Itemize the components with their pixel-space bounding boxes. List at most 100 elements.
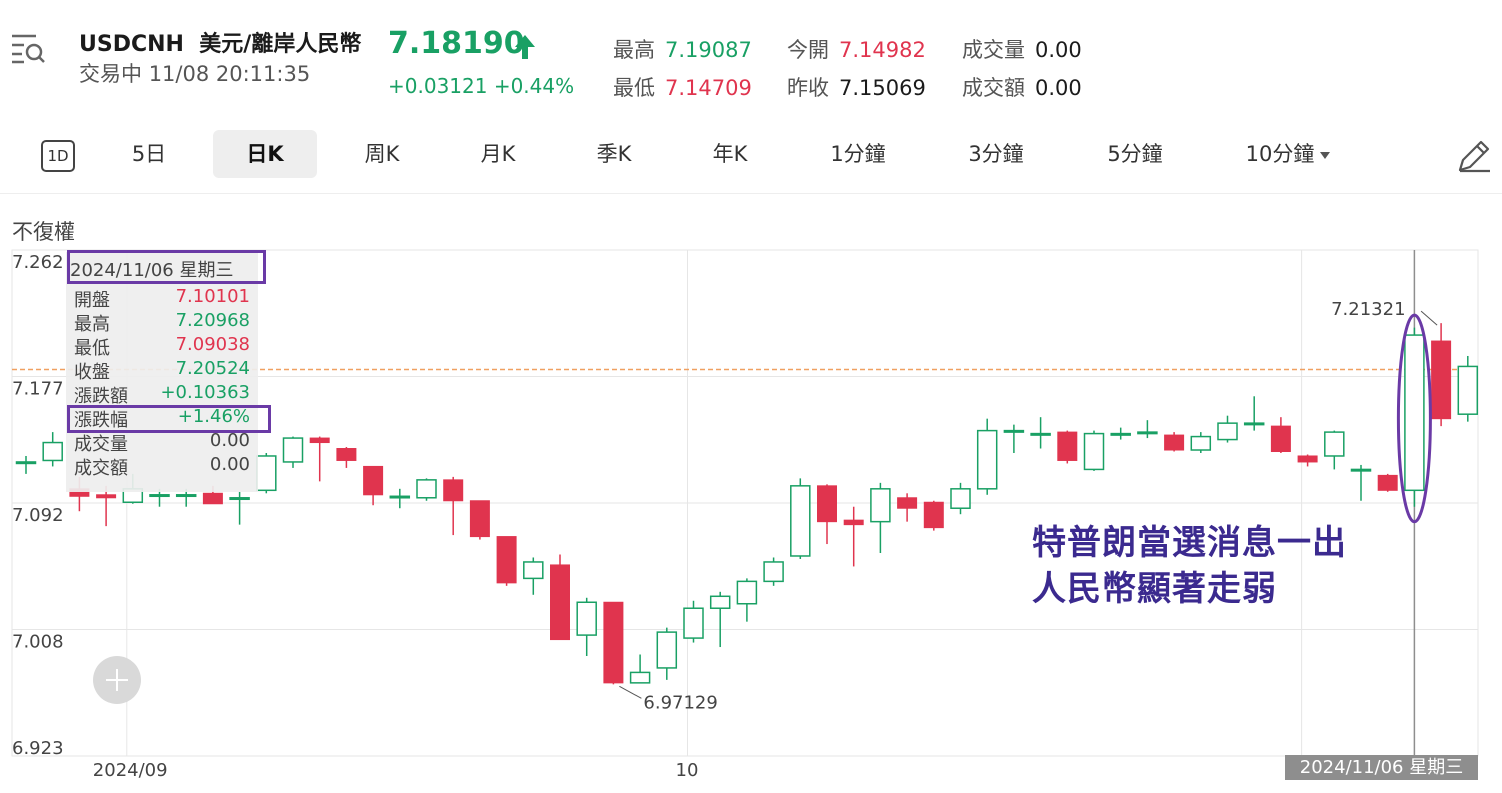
candle-body (1324, 431, 1345, 457)
candle (1137, 420, 1158, 439)
tab-1d[interactable]: 1D (41, 140, 75, 172)
stat-turnover: 成交額 0.00 (962, 72, 1082, 102)
candle (443, 476, 464, 536)
candle (1270, 417, 1291, 453)
candle (469, 500, 490, 540)
candle-body (1404, 334, 1425, 492)
max-marker-line (1420, 310, 1438, 326)
tab-quarterly-k[interactable]: 季K (596, 142, 632, 166)
candle (1057, 430, 1078, 464)
stat-value: 0.00 (1035, 76, 1082, 100)
candle (923, 500, 944, 531)
candle (229, 491, 250, 525)
candle-body (202, 492, 223, 505)
candle-body (1137, 431, 1158, 435)
stat-label: 今開 (787, 38, 829, 62)
arrow-up-icon (515, 35, 535, 59)
candle-body (389, 495, 411, 499)
tooltip-row: 漲跌額 +0.10363 (74, 382, 250, 407)
tooltip-label: 成交量 (74, 434, 128, 455)
tooltip-value: +0.10363 (160, 382, 250, 403)
candle (15, 455, 37, 474)
candle-body (1243, 422, 1265, 426)
tab-3min[interactable]: 3分鐘 (968, 142, 1024, 166)
candle-body (1297, 455, 1318, 463)
change-pct: +0.44% (493, 74, 575, 98)
candle-body (603, 601, 624, 684)
candle-body (96, 494, 117, 499)
candle (683, 600, 704, 643)
tab-10min-label: 10分鐘 (1245, 142, 1315, 166)
candle (1377, 473, 1398, 492)
candle-body (15, 461, 37, 465)
candle (1110, 427, 1131, 440)
y-tick-label: 7.262 (12, 252, 64, 273)
tab-monthly-k[interactable]: 月K (480, 142, 516, 166)
candle-body (1190, 435, 1212, 451)
highlight-ellipse (1396, 313, 1432, 524)
candle (1297, 454, 1318, 467)
tooltip-label: 漲跌額 (74, 386, 128, 407)
stat-label: 最低 (613, 76, 655, 100)
candle (1350, 464, 1372, 501)
tooltip-row: 收盤 7.20524 (74, 358, 250, 383)
annotation-line-1: 特普朗當選消息一出 (1032, 523, 1347, 563)
candle-body (1217, 422, 1238, 441)
tab-10min-dropdown[interactable]: 10分鐘 (1230, 130, 1346, 178)
candle-body (1030, 432, 1051, 436)
y-tick-label: 7.177 (12, 379, 64, 400)
candle (550, 554, 570, 641)
ohlc-tooltip: 2024/11/06 星期三 開盤 7.10101 最高 7.20968 最低 7.090… (66, 252, 258, 492)
candle (496, 536, 517, 586)
candle-body (309, 437, 330, 444)
tab-5min[interactable]: 5分鐘 (1107, 142, 1163, 166)
x-tick-label: 2024/09 (93, 760, 168, 781)
crosshair-date-label: 2024/11/06 星期三 (1285, 755, 1478, 780)
candle (629, 654, 651, 684)
tooltip-row: 成交量 0.00 (74, 430, 250, 455)
divider (0, 193, 1502, 194)
candle (576, 597, 597, 656)
tab-yearly-k[interactable]: 年K (712, 142, 748, 166)
candle-body (149, 494, 170, 498)
tab-1min[interactable]: 1分鐘 (830, 142, 886, 166)
candle (1404, 327, 1425, 507)
candle (42, 432, 63, 467)
last-price: 7.18190 (388, 26, 525, 61)
candle-body (1431, 340, 1452, 420)
axis-labels: 7.262 7.177 7.092 7.008 6.923 2024/09 10 7.2132… (12, 252, 1438, 781)
candle-body (843, 519, 864, 526)
tab-daily-k[interactable]: 日K (213, 130, 317, 178)
tab-weekly-k[interactable]: 周K (364, 142, 400, 166)
stat-value: 7.14982 (839, 38, 926, 62)
candle (1030, 417, 1051, 449)
candle-body (1003, 429, 1025, 433)
candle-body (656, 631, 678, 669)
stat-label: 昨收 (787, 76, 829, 100)
candle-body (42, 441, 63, 462)
adjust-mode-label[interactable]: 不復權 (12, 220, 75, 244)
candle-body (870, 488, 891, 523)
candle (790, 478, 811, 559)
candle (1190, 432, 1212, 453)
pencil-draw-icon[interactable] (1456, 138, 1492, 174)
min-marker-line (619, 685, 642, 699)
y-tick-label: 7.092 (12, 505, 64, 526)
stat-value: 0.00 (1035, 38, 1082, 62)
candle (1217, 415, 1238, 443)
candle-body (443, 479, 464, 502)
add-indicator-button[interactable] (93, 656, 141, 704)
tooltip-value: 7.09038 (175, 334, 250, 355)
list-search-icon[interactable] (10, 32, 46, 66)
stat-low: 最低 7.14709 (613, 72, 752, 102)
stat-label: 最高 (613, 38, 655, 62)
candle-body (496, 536, 517, 584)
tooltip-label: 漲跌幅 (74, 410, 128, 431)
tooltip-label: 開盤 (74, 290, 110, 311)
candle-body (175, 494, 197, 498)
candle (336, 447, 357, 468)
candle (416, 478, 437, 501)
candle-body (1110, 432, 1131, 436)
tab-5day[interactable]: 5日 (131, 142, 167, 166)
tooltip-value: 0.00 (209, 430, 250, 451)
